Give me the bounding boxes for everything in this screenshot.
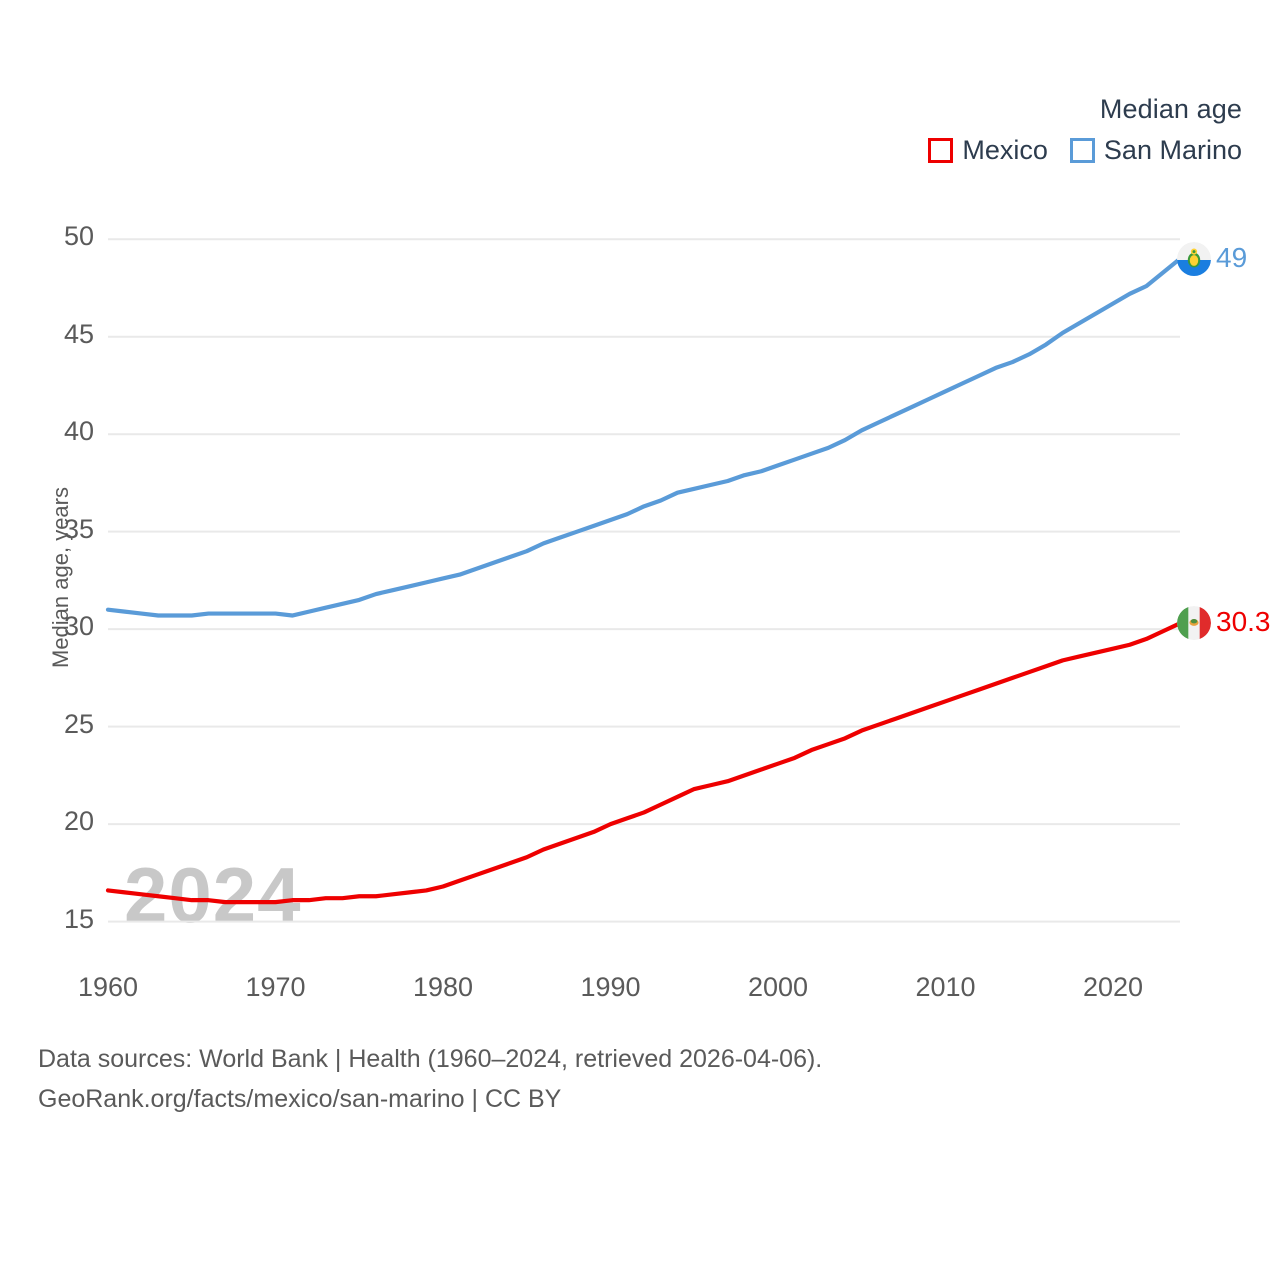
chart-footer: Data sources: World Bank | Health (1960–… <box>38 1040 822 1119</box>
legend-item-san-marino[interactable]: San Marino <box>1069 135 1242 165</box>
x-tick-label: 2010 <box>915 972 976 1002</box>
y-tick-label: 25 <box>63 708 94 739</box>
mexico-flag-icon <box>1177 606 1211 641</box>
footer-attribution: GeoRank.org/facts/mexico/san-marino | CC… <box>38 1084 562 1113</box>
series-line-san-marino <box>105 256 1183 618</box>
y-tick-label: 20 <box>63 806 94 837</box>
y-tick-label: 30 <box>63 611 94 642</box>
legend-label-mexico: Mexico <box>962 135 1048 165</box>
legend-title: Median age <box>1099 94 1242 124</box>
chart-legend: Median age Mexico San Marino <box>928 96 1242 164</box>
y-tick-label: 40 <box>63 416 94 447</box>
gridlines <box>108 238 1180 923</box>
x-tick-label: 2000 <box>747 972 809 1002</box>
footer-data-sources: Data sources: World Bank | Health (1960–… <box>38 1045 823 1073</box>
san-marino-flag-icon <box>1177 241 1211 276</box>
year-watermark: 2024 <box>124 851 302 939</box>
x-tick-label: 1970 <box>245 972 306 1002</box>
legend-label-san-marino: San Marino <box>1103 135 1242 165</box>
y-tick-label: 35 <box>63 513 94 544</box>
y-tick-label: 50 <box>63 221 94 252</box>
x-tick-label: 1980 <box>412 972 474 1002</box>
x-tick-label: 1990 <box>580 972 641 1002</box>
legend-swatch-mexico <box>928 138 954 163</box>
y-tick-label: 45 <box>63 318 94 349</box>
series-lines <box>105 256 1183 905</box>
legend-item-mexico[interactable]: Mexico <box>928 137 1048 164</box>
end-label-mexico: 30.3 <box>1216 606 1271 638</box>
legend-items: Mexico San Marino <box>928 137 1242 164</box>
x-tick-label: 2020 <box>1082 972 1144 1002</box>
x-tick-label: 1960 <box>77 972 139 1002</box>
end-label-san-marino: 49 <box>1216 241 1248 273</box>
y-tick-label: 15 <box>63 903 94 934</box>
legend-swatch-san-marino <box>1069 138 1095 163</box>
